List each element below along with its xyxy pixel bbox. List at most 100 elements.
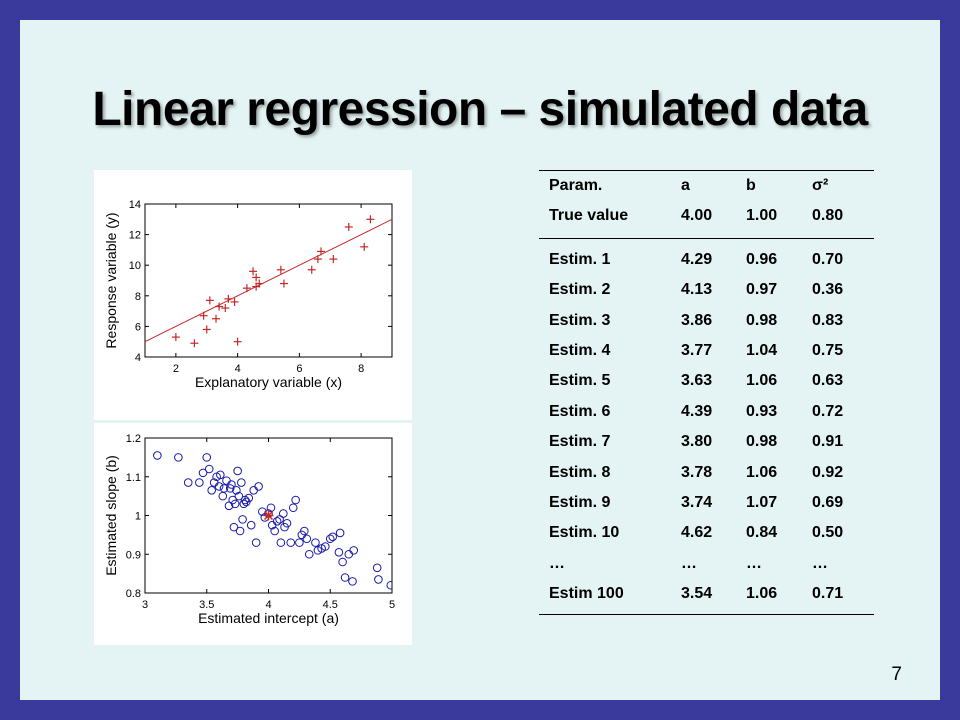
row-a: … [681, 554, 697, 572]
row-sigma: 0.91 [812, 433, 844, 451]
y-tick-label: 4 [135, 352, 141, 364]
header-b: b [746, 177, 756, 194]
data-point [237, 478, 246, 487]
data-point [374, 575, 383, 584]
data-point [288, 503, 298, 513]
data-point [282, 518, 292, 528]
data-point [202, 325, 211, 334]
table-true-row: True value 4.00 1.00 0.80 [539, 201, 874, 231]
row-a: 3.54 [681, 585, 713, 603]
estimates-scatter-plot: 3 3.5 4 4.5 5 0.8 0.9 1 1.1 1.2 Estimated intercep… [94, 423, 412, 645]
data-point [190, 339, 199, 348]
regression-line [145, 218, 392, 343]
row-a: 4.29 [681, 250, 713, 268]
row-b: 1.06 [746, 585, 778, 603]
row-a: 3.77 [681, 341, 713, 359]
data-point [199, 311, 208, 320]
y-tick-label: 0.9 [126, 549, 141, 561]
row-label: Estim. 5 [549, 372, 611, 390]
y-tick-label: 0.8 [126, 588, 141, 600]
data-point [242, 284, 251, 293]
data-point [239, 499, 249, 509]
data-point [276, 265, 285, 274]
table-mid-rule [539, 237, 874, 239]
table-row: Estim. 8 3.78 1.06 0.92 [539, 458, 874, 488]
data-point [244, 493, 254, 503]
row-sigma: 0.63 [812, 372, 844, 390]
data-point [214, 482, 224, 491]
data-point [325, 534, 335, 544]
data-point [238, 515, 247, 524]
data-point [311, 538, 320, 547]
row-sigma: 0.92 [812, 463, 844, 481]
table-row: Estim. 3 3.86 0.98 0.83 [539, 306, 874, 336]
row-label: … [549, 554, 565, 572]
data-point [286, 538, 296, 547]
data-point [153, 451, 162, 460]
regression-scatter-plot: 2 4 6 8 4 6 8 10 12 14 Explanatory variable (x) Res… [94, 170, 412, 420]
row-b: 1.04 [746, 341, 778, 359]
row-label: Estim. 10 [549, 524, 620, 542]
row-label: Estim. 2 [549, 281, 611, 299]
data-point [251, 538, 261, 547]
data-point [279, 279, 288, 288]
row-label: Estim 100 [549, 585, 624, 603]
regression-scatter-svg: 2 4 6 8 4 6 8 10 12 14 Explanatory variable (x) Res… [103, 199, 393, 390]
row-b: 0.93 [746, 402, 778, 420]
true-label: True value [549, 207, 629, 225]
data-point [276, 538, 286, 547]
true-value-marker [263, 510, 274, 521]
row-label: Estim. 6 [549, 402, 611, 420]
data-point [216, 470, 225, 480]
table-body: Estim. 1 4.29 0.96 0.70 Estim. 2 4.13 0.97 0.36… [539, 239, 874, 610]
data-point [328, 532, 338, 542]
data-point [246, 520, 256, 530]
data-point [234, 491, 244, 501]
data-point [279, 509, 288, 518]
table-row: Estim 100 3.54 1.06 0.71 [539, 579, 874, 609]
row-sigma: 0.83 [812, 311, 844, 329]
data-point [229, 522, 239, 532]
data-point [212, 314, 221, 323]
row-label: Estim. 7 [549, 433, 611, 451]
row-sigma: 0.75 [812, 341, 844, 359]
data-point [225, 484, 235, 493]
data-point [307, 265, 316, 274]
data-point [219, 484, 229, 493]
data-point [300, 526, 309, 536]
x-tick-label: 8 [358, 363, 364, 375]
parameter-table: Param. a b σ² True value 4.00 1.00 0.80 … [539, 170, 874, 616]
data-point [329, 255, 338, 264]
data-point [340, 573, 350, 582]
row-sigma: 0.70 [812, 250, 844, 268]
row-sigma: 0.36 [812, 281, 844, 299]
data-point [360, 242, 369, 251]
y-tick-label: 10 [129, 260, 141, 272]
data-point [171, 333, 180, 342]
true-sigma: 0.80 [812, 207, 844, 225]
y-axis-label: Response variable (y) [103, 212, 119, 348]
y-axis-label: Estimated slope (b) [103, 455, 119, 576]
data-point [174, 453, 183, 462]
header-sigma: σ² [812, 177, 829, 194]
row-label: Estim. 8 [549, 463, 611, 481]
row-b: 0.84 [746, 524, 778, 542]
slide: Linear regression – simulated data 2 4 6 8 4… [20, 20, 940, 700]
y-tick-label: 1.2 [126, 433, 141, 445]
data-point [249, 267, 258, 276]
row-b: 0.98 [746, 433, 778, 451]
y-tick-label: 12 [129, 230, 141, 242]
table-top-rule [539, 170, 874, 171]
row-a: 3.86 [681, 311, 713, 329]
data-point [295, 538, 304, 547]
data-point [348, 577, 357, 586]
data-point [344, 222, 353, 231]
table-row: ………… [539, 549, 874, 579]
row-b: 0.96 [746, 250, 778, 268]
data-point [202, 453, 212, 462]
data-point [270, 526, 279, 536]
table-header-row: Param. a b σ² [539, 171, 874, 201]
estimates-scatter-svg: 3 3.5 4 4.5 5 0.8 0.9 1 1.1 1.2 Estimated intercep… [103, 433, 395, 626]
data-point [230, 297, 239, 306]
plot-area [153, 451, 392, 590]
